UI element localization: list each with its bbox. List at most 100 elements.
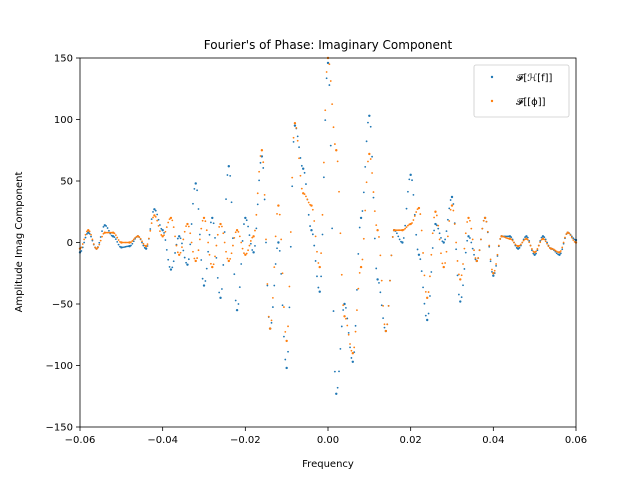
- data-point: [471, 247, 474, 250]
- data-point: [292, 136, 295, 139]
- data-point: [263, 193, 266, 196]
- data-point: [511, 239, 514, 242]
- data-point: [113, 236, 116, 238]
- data-point: [241, 247, 244, 250]
- data-point: [402, 237, 405, 239]
- data-point: [338, 190, 340, 193]
- data-point: [422, 252, 424, 254]
- data-point: [356, 288, 358, 291]
- data-point: [91, 239, 94, 242]
- data-point: [182, 249, 185, 252]
- data-point: [256, 192, 259, 195]
- data-point: [311, 208, 314, 211]
- data-point: [356, 309, 358, 312]
- data-point: [409, 173, 412, 177]
- data-point: [364, 209, 367, 212]
- data-point: [412, 219, 415, 221]
- data-point: [221, 225, 223, 228]
- data-point: [222, 264, 225, 266]
- data-point: [178, 235, 181, 238]
- data-point: [271, 306, 274, 308]
- data-point: [254, 245, 256, 247]
- data-point: [513, 241, 515, 244]
- data-point: [438, 232, 441, 235]
- data-point: [222, 232, 225, 235]
- x-tick-label: −0.02: [230, 435, 261, 446]
- data-point: [368, 152, 371, 156]
- data-point: [307, 201, 310, 204]
- legend-label-series-1: 𝓕[ℋ[f]]: [516, 73, 552, 84]
- data-point: [492, 272, 495, 275]
- data-point: [125, 241, 128, 244]
- data-point: [434, 210, 437, 213]
- data-point: [453, 223, 456, 225]
- data-point: [204, 220, 207, 223]
- data-point: [114, 238, 117, 241]
- data-point: [394, 229, 397, 232]
- data-point: [249, 240, 252, 242]
- data-point: [283, 335, 285, 338]
- data-point: [506, 237, 509, 240]
- data-point: [342, 304, 345, 307]
- data-point: [496, 253, 499, 256]
- data-point: [346, 317, 349, 320]
- data-point: [309, 225, 311, 227]
- data-point: [460, 274, 463, 277]
- data-point: [522, 238, 525, 241]
- data-point: [202, 284, 206, 287]
- data-point: [270, 319, 273, 322]
- data-point: [102, 225, 105, 228]
- data-point: [171, 219, 174, 222]
- data-point: [252, 251, 255, 254]
- data-point: [333, 370, 336, 373]
- data-point: [106, 231, 109, 234]
- data-point: [157, 224, 160, 227]
- data-point: [196, 189, 199, 192]
- data-point: [280, 272, 283, 275]
- data-point: [504, 235, 507, 238]
- data-point: [281, 304, 284, 307]
- data-point: [369, 125, 372, 128]
- data-point: [427, 312, 430, 315]
- data-point: [471, 238, 474, 241]
- data-point: [149, 229, 152, 232]
- data-point: [182, 238, 185, 241]
- data-point: [362, 237, 365, 240]
- data-point: [390, 254, 393, 257]
- data-point: [190, 241, 193, 244]
- data-point: [558, 253, 561, 256]
- data-point: [444, 262, 447, 264]
- data-point: [519, 244, 522, 247]
- data-point: [474, 257, 477, 259]
- data-point: [373, 210, 376, 213]
- data-point: [411, 222, 413, 224]
- data-point: [449, 199, 452, 201]
- data-point: [189, 243, 192, 246]
- data-point: [234, 299, 237, 302]
- data-point: [325, 71, 328, 73]
- data-point: [395, 232, 398, 235]
- data-point: [163, 234, 165, 237]
- data-point: [405, 226, 408, 229]
- data-point: [426, 296, 429, 300]
- data-point: [496, 255, 499, 257]
- data-point: [379, 291, 382, 294]
- data-point: [470, 227, 473, 230]
- data-point: [558, 251, 561, 254]
- data-point: [467, 216, 470, 220]
- data-point: [300, 164, 303, 167]
- data-point: [486, 230, 489, 233]
- data-point: [211, 216, 214, 220]
- data-point: [293, 124, 297, 127]
- data-point: [120, 241, 123, 244]
- data-point: [437, 227, 440, 230]
- data-point: [278, 250, 281, 252]
- data-point: [113, 232, 116, 235]
- data-point: [88, 232, 91, 235]
- data-point: [452, 203, 455, 205]
- data-point: [318, 265, 321, 269]
- data-point: [544, 240, 547, 243]
- data-point: [163, 231, 165, 234]
- data-point: [174, 252, 176, 254]
- data-point: [240, 241, 243, 244]
